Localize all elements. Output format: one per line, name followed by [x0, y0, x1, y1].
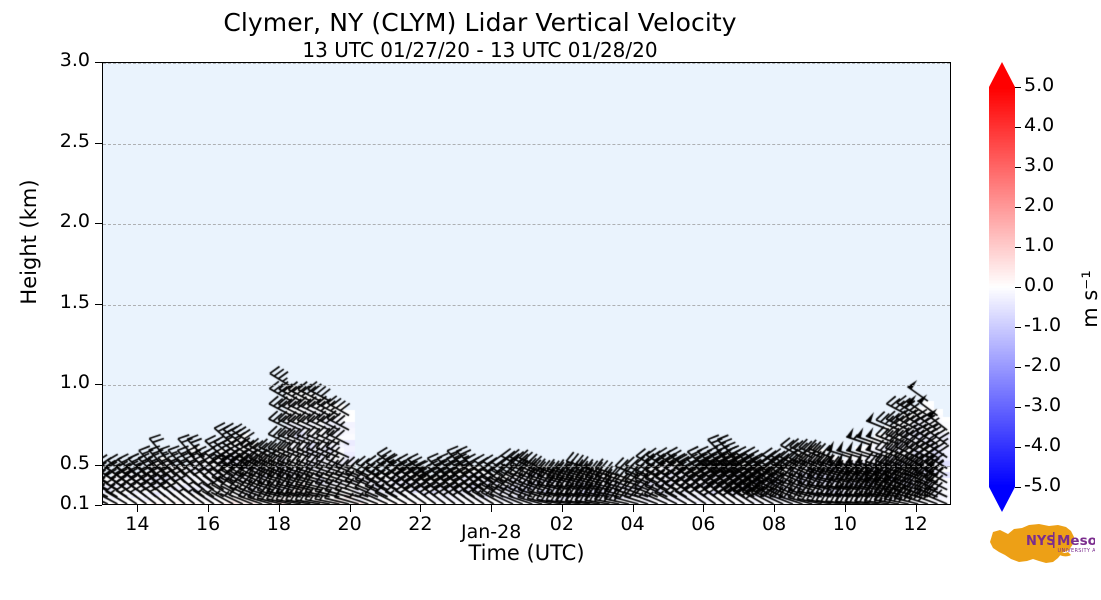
y-tick-mark: [95, 142, 102, 144]
lidar-data-canvas: [103, 63, 950, 504]
y-axis-label: Height (km): [17, 179, 41, 305]
colorbar-tick-label: 3.0: [1024, 154, 1055, 176]
x-tick-mark: [349, 505, 351, 512]
x-tick-mark: [844, 505, 846, 512]
y-tick-mark: [95, 505, 102, 506]
colorbar-tick-mark: [1015, 167, 1021, 168]
x-tick-label: 12: [903, 513, 928, 535]
x-tick-label: 14: [125, 513, 150, 535]
x-tick-label: 06: [691, 513, 716, 535]
logo-nys-text: NYS: [1026, 534, 1056, 549]
gridline: [103, 304, 950, 306]
gridline: [103, 63, 950, 64]
colorbar-tick-mark: [1015, 367, 1021, 368]
x-tick-mark: [491, 505, 493, 512]
x-tick-label: 04: [620, 513, 645, 535]
colorbar-tick-label: 2.0: [1024, 194, 1055, 216]
x-tick-mark: [137, 505, 139, 512]
y-tick-label: 1.5: [59, 290, 90, 313]
colorbar-tick-mark: [1015, 287, 1021, 288]
y-tick-mark: [95, 223, 102, 224]
x-tick-label: 20: [337, 513, 362, 535]
gridline: [103, 385, 950, 386]
nys-mesonet-logo-icon: NYS Mesonet UNIVERSITY AT ALBANY: [990, 524, 1101, 563]
x-tick-mark: [420, 505, 422, 512]
x-tick-label: 08: [762, 513, 787, 535]
x-axis-label: Time (UTC): [468, 541, 585, 565]
x-tick-label: 18: [266, 513, 291, 535]
gridline: [103, 143, 950, 145]
colorbar-tick-label: -5.0: [1024, 474, 1062, 496]
chart-subtitle: 13 UTC 01/27/20 - 13 UTC 01/28/20: [302, 38, 658, 62]
y-tick-mark: [95, 303, 102, 305]
colorbar-tick-label: -4.0: [1024, 434, 1062, 456]
y-tick-label: 1.0: [59, 371, 90, 393]
colorbar-tick-mark: [1015, 327, 1021, 328]
gridline: [103, 465, 950, 467]
colorbar-tick-mark: [1015, 247, 1021, 248]
x-tick-label: 10: [832, 513, 857, 535]
colorbar-tick-mark: [1015, 487, 1021, 488]
logo-mesonet-text: Mesonet: [1057, 533, 1095, 549]
colorbar-tick-label: -3.0: [1024, 394, 1062, 416]
y-tick-label: 2.5: [59, 129, 90, 152]
x-tick-label: 02: [549, 513, 574, 535]
plot-area: [102, 62, 951, 505]
colorbar-tick-label: 0.0: [1024, 274, 1055, 296]
colorbar-gradient: [989, 87, 1015, 487]
colorbar-tick-mark: [1015, 447, 1021, 448]
y-tick-label: 3.0: [59, 49, 90, 71]
logo-tagline: UNIVERSITY AT ALBANY: [1058, 548, 1096, 554]
y-tick-label: 2.0: [59, 210, 90, 232]
logo-divider: [1053, 532, 1055, 548]
y-tick-label: 0.5: [59, 451, 90, 474]
colorbar-tick-mark: [1015, 87, 1021, 88]
x-tick-label: 16: [196, 513, 221, 535]
y-tick-mark: [95, 62, 102, 63]
colorbar-tick-mark: [1015, 407, 1021, 408]
y-tick-mark: [95, 464, 102, 466]
x-tick-label: 22: [408, 513, 433, 535]
x-tick-label: Jan-28: [460, 521, 522, 543]
x-tick-mark: [703, 505, 705, 512]
colorbar-tick-mark: [1015, 127, 1021, 128]
colorbar-tick-label: -1.0: [1024, 314, 1062, 336]
colorbar-unit-label: m s⁻¹: [1078, 270, 1101, 328]
x-tick-mark: [208, 505, 210, 512]
x-tick-mark: [915, 505, 917, 512]
x-tick-mark: [561, 505, 563, 512]
colorbar-tick-label: 4.0: [1024, 114, 1055, 136]
x-tick-mark: [278, 505, 280, 512]
colorbar-tick-mark: [1015, 207, 1021, 208]
gridline: [103, 224, 950, 225]
nys-mesonet-logo: NYS Mesonet UNIVERSITY AT ALBANY: [983, 519, 1101, 567]
colorbar-canvas: [989, 87, 1015, 487]
y-tick-mark: [95, 384, 102, 385]
colorbar-tick-label: -2.0: [1024, 354, 1062, 376]
colorbar-tick-label: 1.0: [1024, 234, 1055, 256]
colorbar-tick-label: 5.0: [1024, 74, 1055, 96]
x-tick-mark: [774, 505, 776, 512]
colorbar-extend-min-arrow: [989, 487, 1015, 512]
colorbar-extend-max-arrow: [989, 62, 1015, 87]
chart-title: Clymer, NY (CLYM) Lidar Vertical Velocit…: [223, 8, 737, 37]
y-tick-label: 0.1: [59, 492, 90, 514]
x-tick-mark: [632, 505, 634, 512]
long-island-shape: [1054, 550, 1071, 557]
